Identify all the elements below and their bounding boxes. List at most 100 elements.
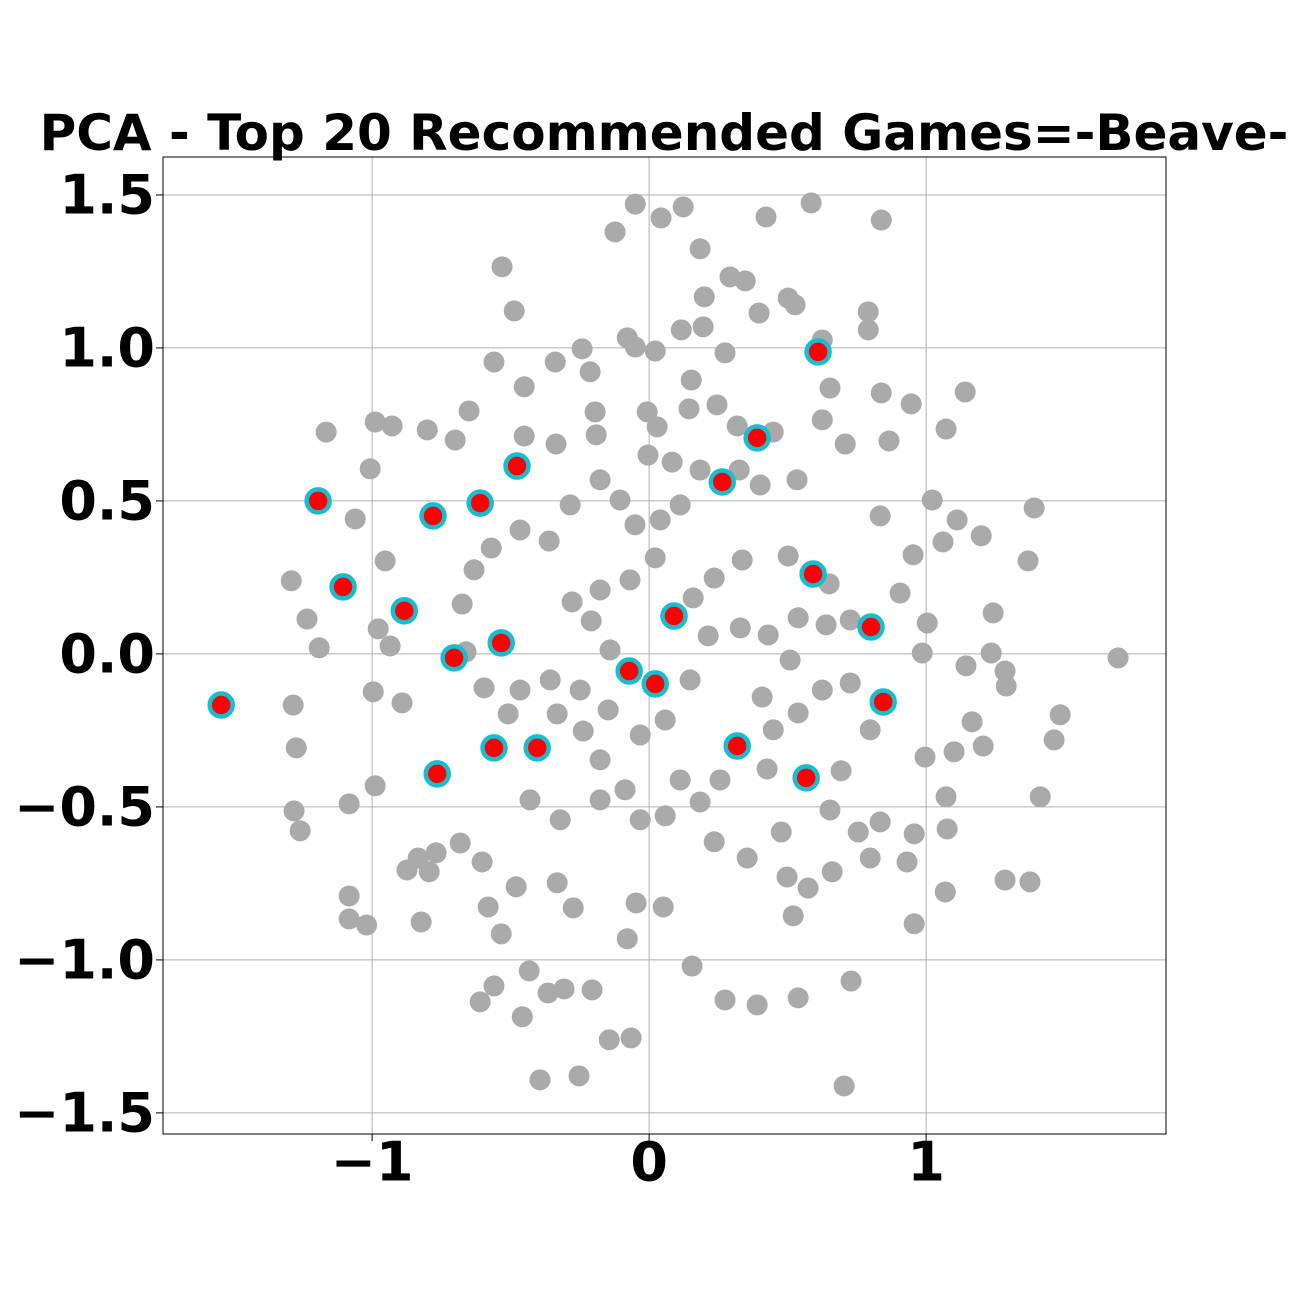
point — [568, 1065, 590, 1087]
point — [652, 896, 674, 918]
point — [1023, 497, 1045, 519]
point — [569, 679, 591, 701]
point — [878, 430, 900, 452]
point — [857, 301, 879, 323]
point — [689, 791, 711, 813]
point — [786, 469, 808, 491]
point — [762, 719, 784, 741]
point — [751, 686, 773, 708]
point — [572, 720, 594, 742]
point — [779, 649, 801, 671]
point — [396, 859, 418, 881]
point — [672, 196, 694, 218]
point — [449, 832, 471, 854]
point — [994, 869, 1016, 891]
highlight-point — [708, 468, 737, 496]
point — [731, 549, 753, 571]
highlight-point — [390, 597, 419, 625]
highlight-point — [615, 657, 643, 685]
point — [1049, 704, 1071, 726]
point — [819, 377, 841, 399]
point — [545, 433, 567, 455]
point — [902, 544, 924, 566]
point — [703, 567, 725, 589]
point — [513, 376, 535, 398]
point — [955, 655, 977, 677]
point — [579, 361, 601, 383]
point — [625, 892, 647, 914]
point — [800, 192, 822, 214]
point — [784, 294, 806, 316]
y-tick-label: 0.0 — [59, 623, 155, 686]
point — [637, 444, 659, 466]
point — [364, 775, 386, 797]
point — [490, 923, 512, 945]
point — [834, 433, 856, 455]
point — [734, 270, 756, 292]
point — [935, 418, 957, 440]
highlight-point — [487, 629, 515, 657]
point — [1029, 786, 1051, 808]
point — [776, 866, 798, 888]
point — [505, 876, 527, 898]
point — [692, 316, 714, 338]
x-tick-label: 0 — [630, 1131, 668, 1194]
point — [379, 635, 401, 657]
point — [869, 505, 891, 527]
point — [629, 724, 651, 746]
highlight-point — [207, 691, 235, 719]
point — [921, 489, 943, 511]
point — [811, 679, 833, 701]
highlight-point — [804, 338, 832, 366]
point — [519, 789, 541, 811]
point — [503, 300, 525, 322]
point — [491, 256, 513, 278]
point — [995, 675, 1017, 697]
point — [681, 955, 703, 977]
point — [367, 618, 389, 640]
point — [689, 459, 711, 481]
point — [857, 319, 879, 341]
y-tick-label: 1.0 — [59, 317, 155, 380]
highlight-point — [503, 452, 531, 480]
point — [972, 735, 994, 757]
point — [994, 660, 1016, 682]
point — [356, 914, 378, 936]
point — [619, 569, 641, 591]
point — [374, 550, 396, 572]
point — [463, 559, 485, 581]
point — [749, 474, 771, 496]
point — [418, 861, 440, 883]
point — [889, 582, 911, 604]
point — [614, 779, 636, 801]
plot-frame — [162, 156, 1167, 1135]
point — [338, 908, 360, 930]
point — [709, 769, 731, 791]
point — [636, 401, 658, 423]
point — [982, 602, 1004, 624]
highlight-point — [523, 734, 551, 762]
point — [1107, 647, 1129, 669]
point — [338, 885, 360, 907]
highlight-point — [857, 613, 885, 641]
point — [777, 545, 799, 567]
point — [584, 401, 606, 423]
point — [538, 530, 560, 552]
point — [589, 469, 611, 491]
point — [670, 319, 692, 341]
point — [497, 703, 519, 725]
point — [811, 409, 833, 431]
point — [746, 994, 768, 1016]
point — [680, 369, 702, 391]
point — [815, 614, 837, 636]
point — [755, 206, 777, 228]
x-tick-label: −1 — [331, 1131, 414, 1194]
point — [315, 421, 337, 443]
point — [518, 960, 540, 982]
point — [513, 425, 535, 447]
point — [469, 991, 491, 1013]
point — [416, 419, 438, 441]
point — [870, 209, 892, 231]
highlight-point — [641, 670, 669, 698]
